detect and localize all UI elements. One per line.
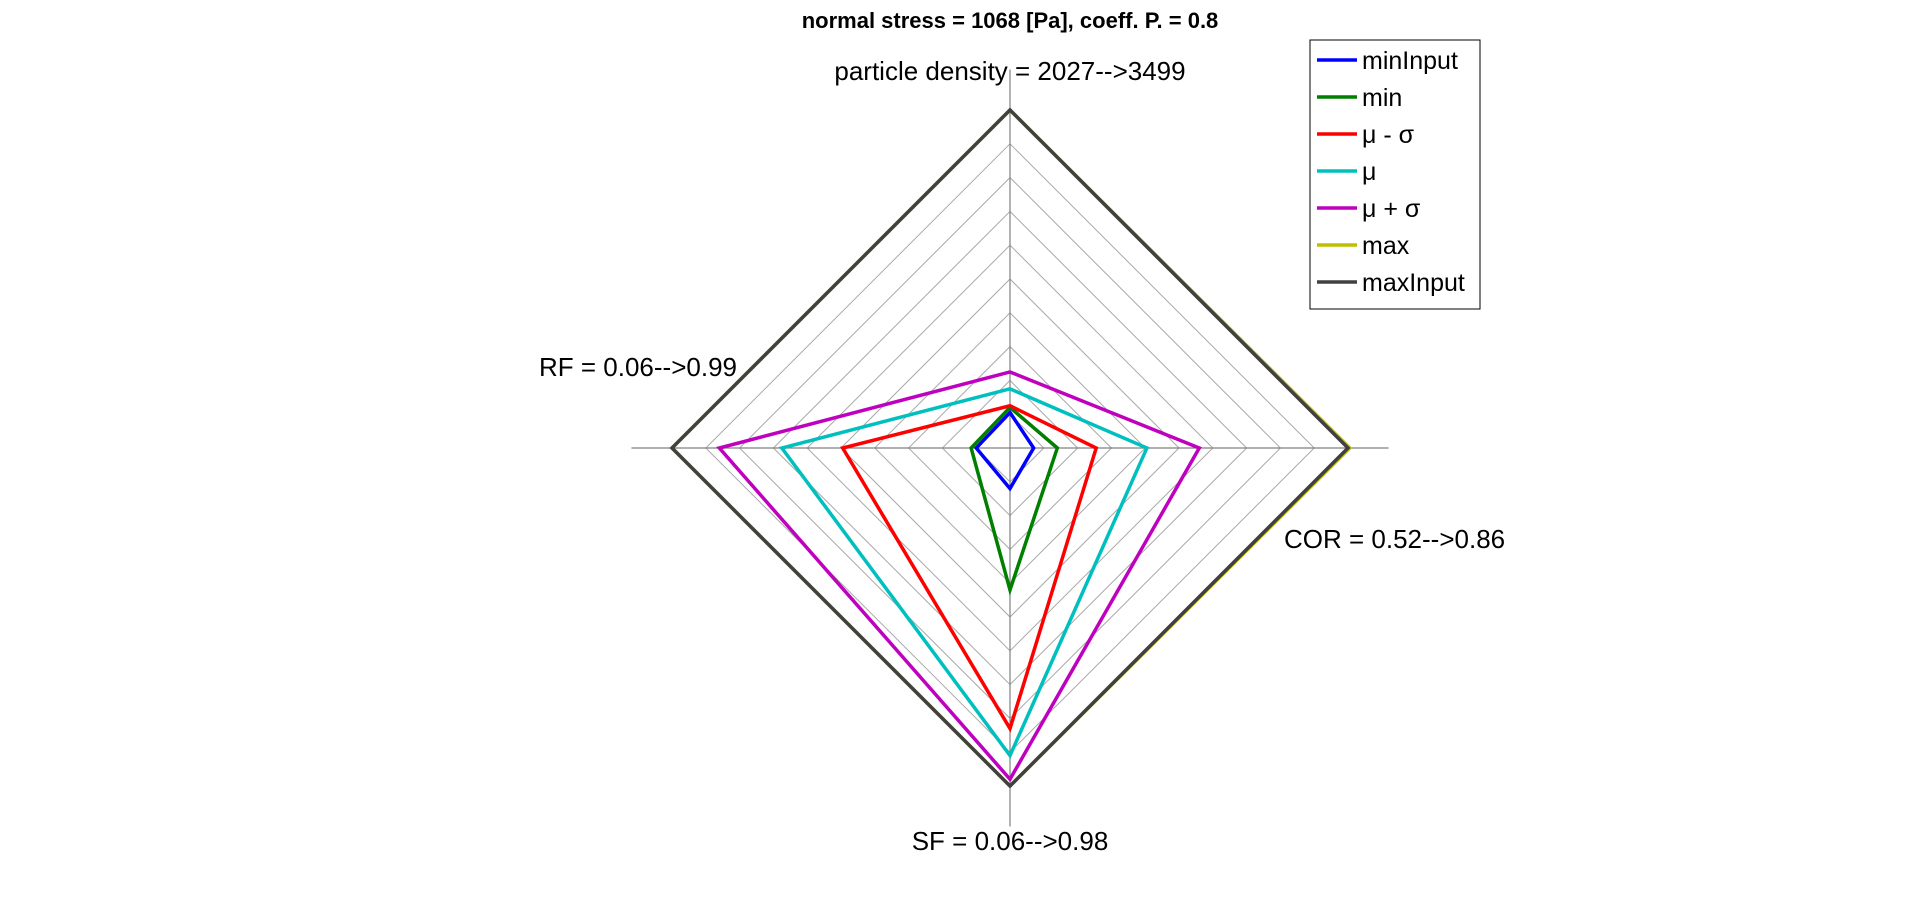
legend-box (1309, 39, 1481, 310)
series-line-2 (839, 403, 1099, 733)
legend-label-3: μ (1362, 158, 1376, 186)
legend-label-1: min (1362, 84, 1402, 112)
radar-axes (631, 69, 1389, 827)
series-line-0 (973, 409, 1036, 492)
radar-series (669, 107, 1353, 789)
series-line-1 (969, 405, 1060, 596)
radar-axis-labels: particle density = 2027-->3499 COR = 0.5… (539, 56, 1505, 856)
series-line-6 (669, 107, 1351, 789)
axis-label-particle-density: particle density = 2027-->3499 (834, 56, 1185, 86)
series-line-4 (716, 370, 1202, 783)
legend-label-4: μ + σ (1362, 195, 1421, 223)
legend-label-0: minInput (1362, 47, 1458, 75)
axis-label-rf: RF = 0.06-->0.99 (539, 352, 737, 382)
series-line-3 (778, 387, 1150, 760)
axis-label-sf: SF = 0.06-->0.98 (912, 826, 1109, 856)
axis-label-cor: COR = 0.52-->0.86 (1284, 524, 1505, 554)
legend-label-5: max (1362, 232, 1410, 260)
legend-label-6: maxInput (1362, 269, 1465, 297)
legend-label-2: μ - σ (1362, 121, 1415, 149)
legend: minInput min μ - σ μ μ + σ max maxInput (1309, 39, 1481, 310)
chart-title: normal stress = 1068 [Pa], coeff. P. = 0… (802, 8, 1219, 33)
